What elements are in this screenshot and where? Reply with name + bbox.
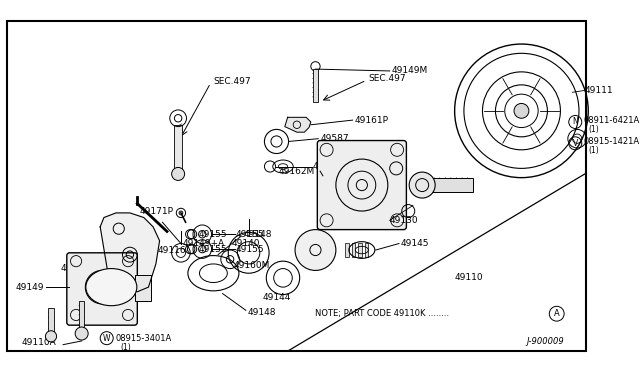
Bar <box>345 243 349 257</box>
Text: 49148: 49148 <box>248 308 276 317</box>
Text: 49587: 49587 <box>320 134 349 143</box>
Text: 08915-1421A: 08915-1421A <box>584 137 640 146</box>
Text: 08915-3401A: 08915-3401A <box>115 334 172 343</box>
Circle shape <box>295 230 336 270</box>
Text: SEC.497: SEC.497 <box>369 74 406 83</box>
Text: 49145: 49145 <box>401 239 429 248</box>
Bar <box>365 243 369 257</box>
Bar <box>422 178 473 192</box>
Text: 49155: 49155 <box>198 230 227 239</box>
Text: V: V <box>573 139 578 148</box>
Text: J-900009: J-900009 <box>526 337 564 346</box>
Text: 49149: 49149 <box>16 283 45 292</box>
Text: 49162M: 49162M <box>278 167 315 176</box>
Text: 49130: 49130 <box>390 216 419 225</box>
Bar <box>358 243 362 257</box>
Text: 49155: 49155 <box>198 245 227 254</box>
Polygon shape <box>285 117 311 132</box>
Text: 49149+A: 49149+A <box>183 239 225 248</box>
Text: 49171P: 49171P <box>139 206 173 215</box>
Text: W: W <box>103 334 111 343</box>
Circle shape <box>514 103 529 118</box>
Text: 49110A: 49110A <box>21 338 56 347</box>
Ellipse shape <box>86 269 137 306</box>
Text: SEC.497: SEC.497 <box>213 77 251 86</box>
Text: (1): (1) <box>588 146 599 155</box>
Text: N: N <box>572 118 578 126</box>
Bar <box>48 308 54 334</box>
Bar <box>351 243 355 257</box>
Text: 49148: 49148 <box>243 230 271 239</box>
Bar <box>175 125 182 171</box>
Text: 08911-6421A: 08911-6421A <box>584 116 640 125</box>
Text: (1): (1) <box>588 125 599 134</box>
Text: 49111: 49111 <box>584 86 613 95</box>
Text: 49155: 49155 <box>236 245 264 254</box>
Text: (1): (1) <box>120 343 131 352</box>
Circle shape <box>172 167 185 180</box>
Text: 49140: 49140 <box>232 239 260 248</box>
FancyBboxPatch shape <box>67 253 138 325</box>
Text: 49110: 49110 <box>454 273 483 282</box>
Text: 49121: 49121 <box>60 264 89 273</box>
Text: 49160M: 49160M <box>234 261 270 270</box>
Text: 49149M: 49149M <box>392 67 428 76</box>
Text: 49155: 49155 <box>236 230 264 239</box>
Polygon shape <box>100 213 159 292</box>
FancyBboxPatch shape <box>317 141 406 230</box>
Text: NOTE; PART CODE 49110K ........: NOTE; PART CODE 49110K ........ <box>316 309 449 318</box>
Bar <box>313 69 318 102</box>
Bar <box>79 301 84 329</box>
Text: 49161P: 49161P <box>355 116 388 125</box>
Text: 49162N: 49162N <box>313 162 348 171</box>
Text: 49144: 49144 <box>262 293 291 302</box>
Circle shape <box>75 327 88 340</box>
Bar <box>134 275 151 301</box>
Text: 49116: 49116 <box>157 246 186 254</box>
Text: A: A <box>554 309 559 318</box>
Circle shape <box>45 331 56 342</box>
Circle shape <box>409 172 435 198</box>
